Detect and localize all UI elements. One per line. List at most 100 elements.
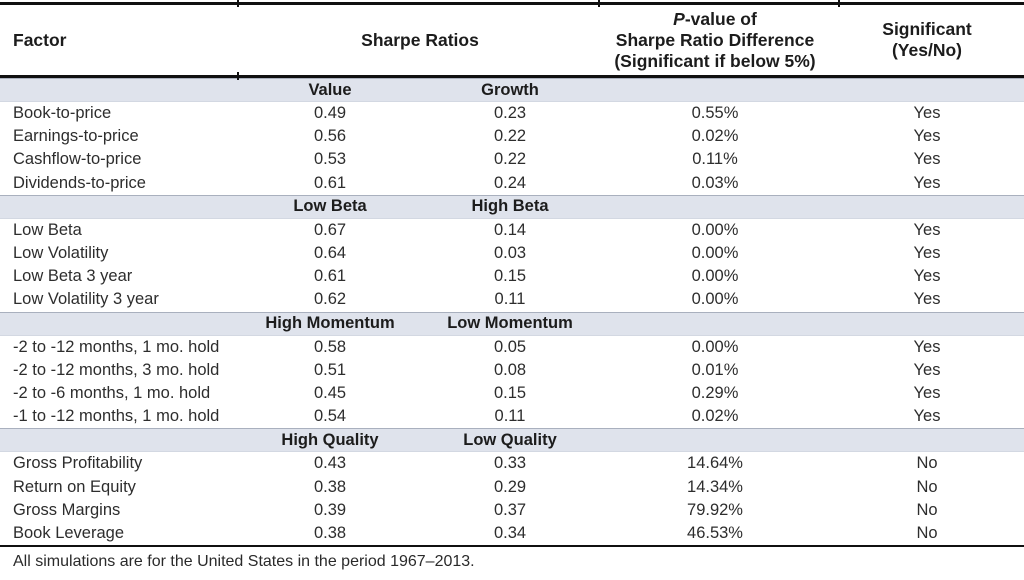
section-col-b-label: Growth	[481, 80, 539, 99]
pvalue-cell: 0.02%	[691, 407, 739, 426]
sharpe-b-cell: 0.15	[493, 267, 527, 286]
pvalue-cell: 0.55%	[691, 104, 739, 123]
column-border-tick	[237, 0, 239, 7]
factor-cell: -1 to -12 months, 1 mo. hold	[13, 407, 220, 426]
col-header-significant: Significant (Yes/No)	[830, 19, 1024, 61]
sharpe-b-cell: 0.37	[493, 500, 527, 519]
sharpe-a-cell: 0.61	[313, 173, 347, 192]
table-row: -1 to -12 months, 1 mo. hold 0.54 0.11 0…	[0, 405, 1024, 428]
factor-cell: Gross Profitability	[13, 454, 143, 473]
table-row: Low Volatility 0.64 0.03 0.00% Yes	[0, 242, 1024, 265]
significant-cell: No	[916, 500, 938, 519]
table-row: Earnings-to-price 0.56 0.22 0.02% Yes	[0, 125, 1024, 148]
significant-cell: Yes	[913, 127, 941, 146]
column-border-tick	[598, 0, 600, 7]
table-row: Gross Profitability 0.43 0.33 14.64% No	[0, 452, 1024, 475]
pvalue-cell: 0.00%	[691, 244, 739, 263]
table-footnote: All simulations are for the United State…	[13, 553, 475, 570]
sharpe-b-cell: 0.23	[493, 104, 527, 123]
pvalue-cell: 0.01%	[691, 360, 739, 379]
table-row: Dividends-to-price 0.61 0.24 0.03% Yes	[0, 172, 1024, 195]
section-header-momentum: High Momentum Low Momentum	[0, 311, 1024, 336]
pvalue-header-line3: (Significant if below 5%)	[614, 50, 816, 71]
section-col-a-label: High Momentum	[265, 314, 395, 332]
sharpe-b-cell: 0.29	[493, 477, 527, 496]
pvalue-cell: 0.11%	[692, 150, 738, 169]
significant-cell: Yes	[913, 267, 941, 286]
col-header-factor: Factor	[13, 29, 67, 50]
sharpe-b-cell: 0.22	[493, 127, 527, 146]
section-header-low-high-beta: Low Beta High Beta	[0, 194, 1024, 219]
pvalue-cell: 0.00%	[691, 337, 739, 356]
pvalue-cell: 0.00%	[691, 290, 739, 309]
section-col-a-label: High Quality	[281, 430, 379, 449]
sharpe-b-cell: 0.11	[494, 407, 526, 426]
table-row: Cashflow-to-price 0.53 0.22 0.11% Yes	[0, 148, 1024, 171]
sharpe-a-cell: 0.58	[313, 337, 347, 356]
table-row: Book-to-price 0.49 0.23 0.55% Yes	[0, 102, 1024, 125]
table-row: -2 to -12 months, 3 mo. hold 0.51 0.08 0…	[0, 359, 1024, 382]
factor-cell: Earnings-to-price	[13, 127, 139, 146]
pvalue-header-line1: P-value of	[673, 8, 757, 29]
factor-cell: Gross Margins	[13, 500, 121, 519]
pvalue-cell: 0.00%	[691, 267, 739, 286]
table-row: -2 to -12 months, 1 mo. hold 0.58 0.05 0…	[0, 336, 1024, 359]
table-row: Gross Margins 0.39 0.37 79.92% No	[0, 499, 1024, 522]
col-header-pvalue: P-value of Sharpe Ratio Difference (Sign…	[600, 9, 830, 72]
significant-cell: No	[916, 454, 938, 473]
sharpe-a-cell: 0.39	[313, 500, 347, 519]
section-header-quality: High Quality Low Quality	[0, 428, 1024, 453]
significant-cell: Yes	[913, 407, 941, 426]
sharpe-a-cell: 0.67	[313, 220, 347, 239]
sharpe-b-cell: 0.03	[493, 244, 527, 263]
pvalue-header-line2: Sharpe Ratio Difference	[615, 29, 815, 50]
factor-cell: -2 to -6 months, 1 mo. hold	[13, 383, 211, 402]
section-col-a-label: Value	[308, 80, 352, 99]
factor-cell: Cashflow-to-price	[13, 150, 142, 169]
sharpe-a-cell: 0.64	[313, 244, 347, 263]
pvalue-cell: 0.00%	[691, 220, 739, 239]
pvalue-cell: 0.02%	[691, 127, 739, 146]
significant-cell: No	[916, 477, 938, 496]
pvalue-italic-p: P	[673, 8, 685, 29]
significant-cell: Yes	[913, 173, 941, 192]
significant-cell: No	[916, 523, 938, 542]
sharpe-a-cell: 0.51	[313, 360, 347, 379]
section-header-value-growth: Value Growth	[0, 78, 1024, 102]
significant-cell: Yes	[913, 360, 941, 379]
sharpe-a-cell: 0.38	[313, 523, 347, 542]
sharpe-b-cell: 0.34	[493, 523, 527, 542]
significant-cell: Yes	[913, 244, 941, 263]
section-col-b-label: High Beta	[471, 197, 549, 216]
significant-cell: Yes	[913, 337, 941, 356]
sharpe-b-cell: 0.05	[493, 337, 527, 356]
sharpe-a-cell: 0.38	[313, 477, 347, 496]
table-row: Low Beta 0.67 0.14 0.00% Yes	[0, 219, 1024, 242]
sharpe-a-cell: 0.61	[313, 267, 347, 286]
significant-header-line2: (Yes/No)	[891, 40, 963, 60]
sharpe-a-cell: 0.45	[313, 383, 347, 402]
header-bottom-rule	[0, 72, 1024, 80]
factor-cell: Dividends-to-price	[13, 173, 146, 192]
section-col-a-label: Low Beta	[293, 197, 367, 216]
pvalue-cell: 46.53%	[687, 523, 743, 542]
factor-cell: Low Beta	[13, 220, 82, 239]
sharpe-b-cell: 0.33	[493, 454, 527, 473]
sharpe-b-cell: 0.22	[493, 150, 527, 169]
table-row: Book Leverage 0.38 0.34 46.53% No	[0, 522, 1024, 545]
column-border-tick	[838, 0, 840, 7]
sharpe-a-cell: 0.53	[313, 150, 347, 169]
sharpe-b-cell: 0.14	[493, 220, 527, 239]
section-col-b-label: Low Momentum	[447, 314, 573, 332]
sharpe-b-cell: 0.24	[493, 173, 527, 192]
pvalue-cell: 14.34%	[687, 477, 743, 496]
factor-cell: Low Beta 3 year	[13, 267, 133, 286]
significant-cell: Yes	[913, 104, 941, 123]
table-row: -2 to -6 months, 1 mo. hold 0.45 0.15 0.…	[0, 382, 1024, 405]
sharpe-a-cell: 0.62	[313, 290, 347, 309]
col-header-sharpe-ratios: Sharpe Ratios	[361, 29, 479, 50]
table-row: Return on Equity 0.38 0.29 14.34% No	[0, 475, 1024, 498]
table-top-rule	[0, 0, 1024, 7]
pvalue-cell: 0.29%	[691, 383, 739, 402]
